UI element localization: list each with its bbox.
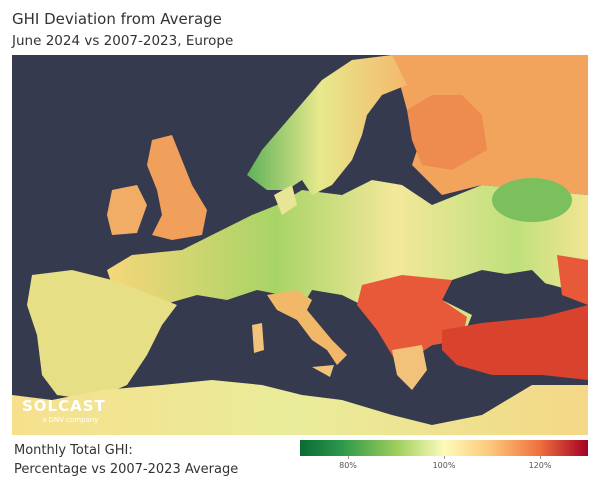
land-balkans — [357, 275, 467, 375]
land-greece — [392, 345, 427, 390]
ghi-deviation-map — [12, 55, 588, 435]
map-subtitle: June 2024 vs 2007-2023, Europe — [12, 33, 234, 49]
land-caucasus — [557, 255, 588, 305]
land-denmark — [274, 185, 297, 215]
legend-caption-line2: Percentage vs 2007-2023 Average — [14, 462, 239, 477]
land-ireland — [107, 185, 147, 235]
land-italy — [267, 290, 347, 365]
colorbar-tick-mark — [540, 456, 541, 459]
land-continental-europe — [107, 180, 588, 355]
colorbar-tick-label: 80% — [339, 461, 357, 470]
land-sicily — [312, 365, 334, 377]
colorbar — [300, 440, 588, 456]
colorbar-tick-mark — [348, 456, 349, 459]
land-iberia — [27, 270, 177, 400]
colorbar-tick-label: 100% — [432, 461, 456, 470]
land-finland — [407, 95, 487, 170]
land-great-britain — [147, 135, 207, 240]
map-title: GHI Deviation from Average — [12, 10, 222, 28]
land-scandinavia — [247, 55, 407, 195]
colorbar-tick-mark — [444, 456, 445, 459]
logo-name: SOLCAST — [22, 397, 106, 415]
solcast-logo: SOLCAST a DNV company — [22, 397, 106, 424]
land-sardinia — [252, 323, 264, 353]
land-turkey — [442, 305, 588, 380]
colorbar-tick-label: 120% — [528, 461, 552, 470]
land-green-anomaly — [492, 178, 572, 222]
logo-tagline: a DNV company — [42, 416, 99, 424]
land-north-africa — [12, 380, 588, 435]
legend-caption-line1: Monthly Total GHI: — [14, 443, 133, 458]
black-sea — [467, 270, 557, 320]
